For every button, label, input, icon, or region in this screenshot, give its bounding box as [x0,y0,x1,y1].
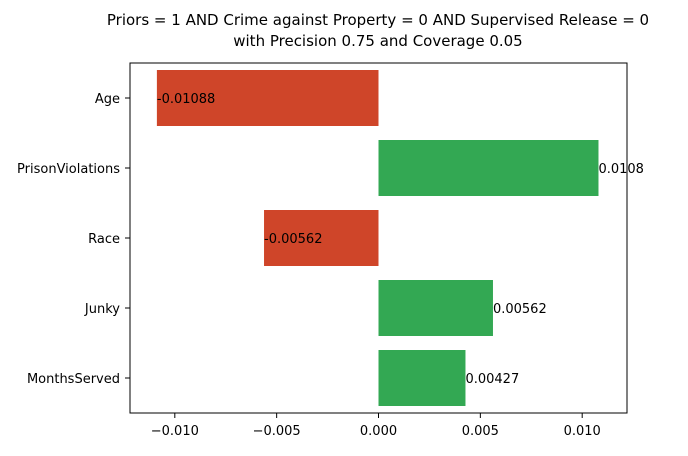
value-label-prisonviolations: 0.0108 [598,162,644,177]
x-axis: −0.010 −0.005 0.000 0.005 0.010 [151,413,601,439]
x-tick-label: 0.010 [564,424,601,439]
y-axis: Age PrisonViolations Race Junky MonthsServed [17,92,130,387]
y-tick-label-age: Age [95,92,120,107]
bars-group [156,70,599,406]
bar-race [264,210,379,266]
value-label-race: -0.00562 [264,232,322,247]
value-label-monthsserved: 0.00427 [465,372,519,387]
chart-title: Priors = 1 AND Crime against Property = … [107,11,649,29]
plot-frame [129,62,628,414]
x-tick-label: −0.010 [151,424,199,439]
bar-prisonviolations [378,140,599,196]
value-labels-group: -0.01088 0.0108 -0.00562 0.00562 0.00427 [157,92,644,387]
x-tick-label: 0.000 [360,424,397,439]
y-tick-label-prisonviolations: PrisonViolations [17,162,120,177]
x-tick-label: −0.005 [253,424,301,439]
y-tick-label-junky: Junky [84,302,120,317]
value-label-age: -0.01088 [157,92,215,107]
x-tick-label: 0.005 [462,424,499,439]
y-tick-label-race: Race [88,232,120,247]
y-tick-label-monthsserved: MonthsServed [27,372,120,387]
chart-subtitle: with Precision 0.75 and Coverage 0.05 [233,32,522,50]
bar-monthsserved [378,350,466,406]
value-label-junky: 0.00562 [493,302,547,317]
bar-age [156,70,379,126]
bar-junky [378,280,493,336]
